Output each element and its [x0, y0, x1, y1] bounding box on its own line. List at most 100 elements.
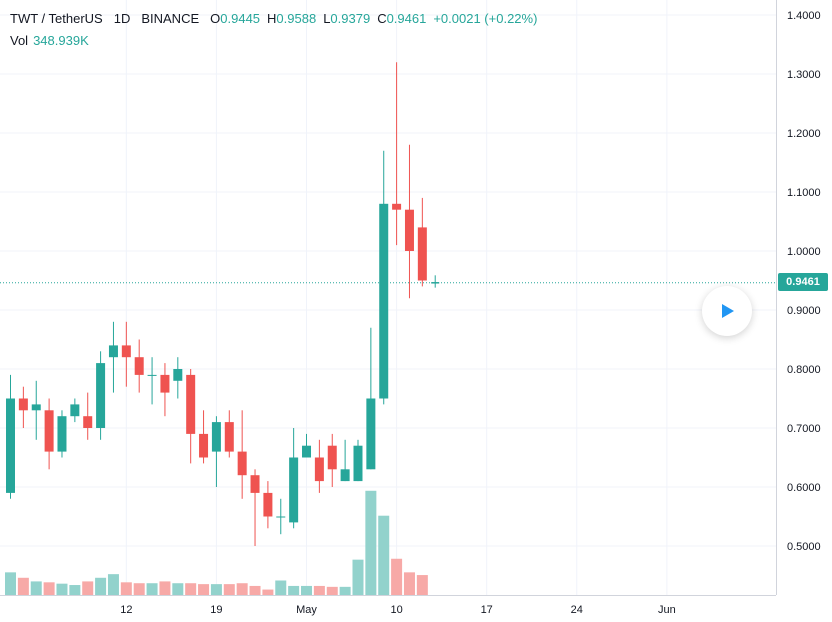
- candle-body: [108, 345, 118, 358]
- volume-bar: [43, 582, 55, 595]
- candle-body: [404, 209, 414, 251]
- last-price-label: 0.9461: [778, 273, 828, 291]
- volume-bar: [30, 581, 42, 595]
- volume-bar: [339, 586, 351, 595]
- legend-open-label: O: [210, 11, 221, 26]
- volume-bar: [313, 585, 325, 595]
- legend-volume-value: 348.939K: [33, 33, 89, 48]
- volume-bar: [69, 585, 81, 595]
- candle-body: [211, 422, 221, 452]
- volume-bar: [365, 490, 377, 595]
- legend-volume-label[interactable]: Vol: [10, 33, 29, 48]
- x-tick-label: 17: [481, 604, 493, 616]
- volume-bar: [198, 584, 210, 595]
- legend-close-label: C: [377, 11, 387, 26]
- volume-bar: [352, 559, 364, 595]
- legend-open-value: 0.9445: [220, 11, 261, 26]
- volume-bar: [5, 572, 16, 595]
- candle-body: [237, 451, 247, 476]
- candle-body: [276, 516, 286, 518]
- y-tick-label: 1.4000: [787, 10, 821, 22]
- volume-bar: [262, 589, 274, 595]
- legend-high-value: 0.9588: [276, 11, 317, 26]
- x-tick-label: Jun: [658, 604, 676, 616]
- volume-bar: [185, 583, 197, 595]
- candle-body: [263, 492, 273, 517]
- volume-bar: [17, 577, 29, 595]
- play-icon: [722, 304, 734, 318]
- candle-body: [302, 445, 312, 458]
- candle-body: [366, 398, 376, 470]
- candle-body: [199, 433, 209, 458]
- x-tick-label: 19: [210, 604, 222, 616]
- volume-bar: [391, 558, 403, 595]
- candle-body: [44, 410, 54, 452]
- legend-symbol-row: TWT / TetherUS 1D BINANCE O 0.9445 H 0.958…: [10, 8, 537, 30]
- legend-change: +0.0021 (+0.22%): [433, 11, 538, 26]
- y-tick-label: 1.2000: [787, 128, 821, 140]
- volume-bar: [56, 583, 68, 595]
- legend-symbol[interactable]: TWT / TetherUS: [10, 11, 103, 26]
- legend-high-label: H: [267, 11, 277, 26]
- volume-bar: [120, 582, 132, 595]
- candle-body: [289, 457, 299, 523]
- candle-body: [379, 203, 389, 399]
- volume-bar: [95, 577, 107, 595]
- candle-body: [173, 369, 183, 381]
- volume-bar: [378, 515, 390, 595]
- y-tick-label: 1.0000: [787, 246, 821, 258]
- x-tick-label: 12: [120, 604, 132, 616]
- candle-body: [6, 398, 15, 493]
- volume-bar: [210, 584, 222, 595]
- volume-bar: [275, 580, 287, 595]
- legend-exchange[interactable]: BINANCE: [141, 11, 200, 26]
- candle-body: [70, 404, 80, 417]
- x-tick-label: 10: [390, 604, 402, 616]
- candle-body: [18, 398, 28, 411]
- candle-body: [250, 475, 260, 493]
- volume-bar: [172, 583, 184, 595]
- volume-bar: [288, 585, 300, 595]
- play-button[interactable]: [702, 286, 752, 336]
- y-tick-label: 0.7000: [787, 423, 821, 435]
- candle-body: [327, 445, 337, 470]
- candle-body: [186, 374, 196, 434]
- volume-bar: [403, 572, 415, 595]
- candle-body: [31, 404, 41, 411]
- candle-body: [314, 457, 324, 482]
- volume-bar: [146, 583, 158, 595]
- volume-bar: [416, 575, 428, 595]
- candle-body: [353, 445, 363, 482]
- volume-bar: [236, 583, 248, 595]
- candle-body: [160, 374, 170, 393]
- volume-bar: [107, 574, 119, 595]
- candle-body: [83, 416, 93, 428]
- x-tick-label: May: [296, 604, 317, 616]
- candle-body: [134, 357, 144, 375]
- candle-body: [417, 227, 427, 281]
- legend-close-value: 0.9461: [386, 11, 427, 26]
- legend-low-value: 0.9379: [330, 11, 371, 26]
- chart-legend: TWT / TetherUS 1D BINANCE O 0.9445 H 0.958…: [10, 8, 537, 52]
- y-tick-label: 0.9000: [787, 305, 821, 317]
- volume-bar: [223, 584, 235, 595]
- y-tick-label: 1.3000: [787, 69, 821, 81]
- y-tick-label: 0.8000: [787, 364, 821, 376]
- volume-bar: [249, 585, 261, 595]
- y-tick-label: 1.1000: [787, 187, 821, 199]
- legend-interval[interactable]: 1D: [113, 11, 131, 26]
- candle-body: [340, 469, 350, 482]
- x-tick-label: 24: [571, 604, 583, 616]
- candle-body: [392, 203, 402, 210]
- candle-body: [121, 345, 131, 358]
- candle-body: [57, 416, 67, 452]
- volume-bar: [326, 586, 338, 595]
- legend-volume-row: Vol 348.939K: [10, 30, 537, 52]
- candle-body: [96, 363, 106, 428]
- legend-low-label: L: [323, 11, 331, 26]
- y-tick-label: 0.6000: [787, 482, 821, 494]
- y-tick-label: 0.5000: [787, 541, 821, 553]
- candle-body: [147, 374, 157, 376]
